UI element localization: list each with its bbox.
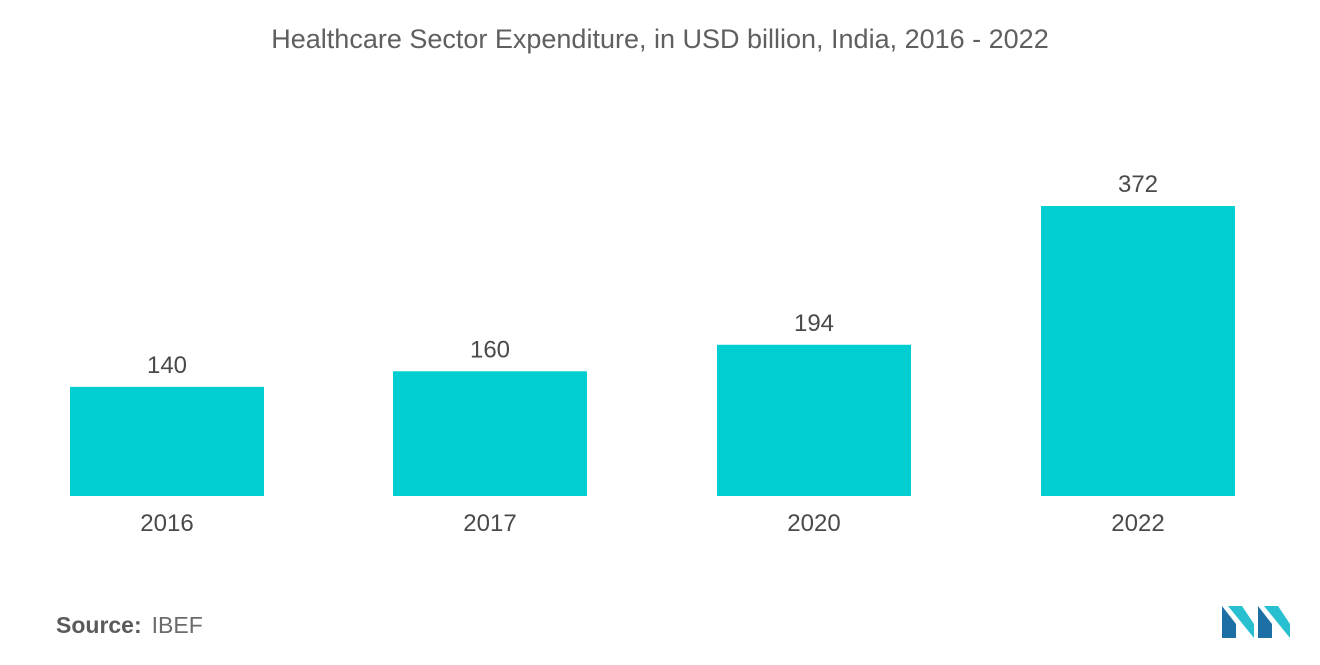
x-tick-label-2016: 2016: [140, 510, 193, 537]
data-label-2020: 194: [794, 310, 834, 337]
mordor-intelligence-logo-icon: [1222, 606, 1290, 638]
chart-title: Healthcare Sector Expenditure, in USD bi…: [271, 24, 1049, 54]
source-value: IBEF: [151, 612, 203, 638]
x-tick-label-2020: 2020: [787, 510, 840, 537]
data-label-2022: 372: [1118, 171, 1158, 198]
x-tick-label-2017: 2017: [463, 510, 516, 537]
bar-2017: [393, 371, 587, 496]
bar-2016: [70, 386, 264, 496]
x-tick-label-2022: 2022: [1111, 510, 1164, 537]
bar-2020: [717, 344, 911, 496]
bar-2022: [1041, 206, 1235, 496]
source-note: Source: IBEF: [56, 612, 203, 639]
data-label-2017: 160: [470, 336, 510, 363]
data-label-2016: 140: [147, 352, 187, 379]
source-label: Source:: [56, 612, 142, 638]
